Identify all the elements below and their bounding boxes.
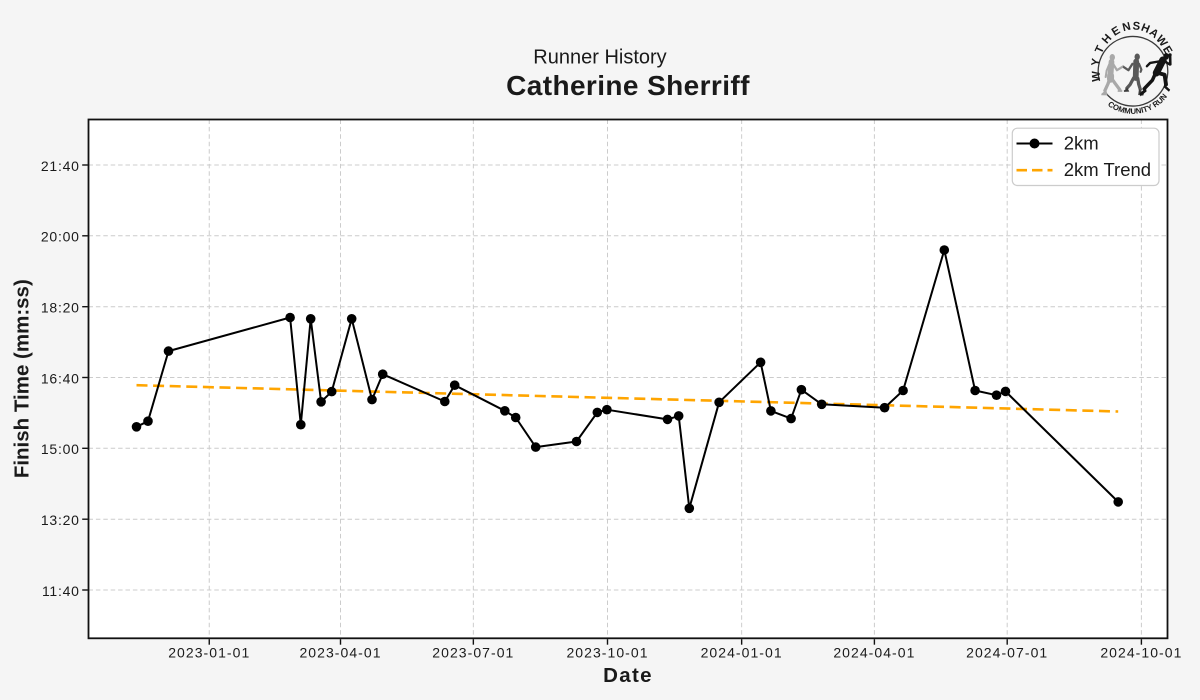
svg-text:Catherine Sherriff: Catherine Sherriff [506, 70, 750, 101]
svg-text:2023-04-01: 2023-04-01 [299, 645, 381, 661]
svg-text:W: W [1091, 71, 1103, 82]
svg-text:T: T [1093, 44, 1107, 55]
svg-text:2024-01-01: 2024-01-01 [701, 645, 783, 661]
svg-text:2023-10-01: 2023-10-01 [566, 645, 648, 661]
svg-text:2km: 2km [1064, 132, 1099, 153]
svg-text:Y: Y [1090, 57, 1103, 67]
svg-text:18:20: 18:20 [41, 300, 80, 316]
svg-text:2024-04-01: 2024-04-01 [833, 645, 915, 661]
svg-text:S: S [1132, 20, 1141, 33]
svg-text:2024-07-01: 2024-07-01 [966, 645, 1048, 661]
svg-text:16:40: 16:40 [41, 370, 80, 386]
svg-text:13:20: 13:20 [41, 512, 80, 528]
svg-text:2km Trend: 2km Trend [1064, 159, 1151, 180]
svg-text:Date: Date [603, 664, 653, 687]
svg-text:21:40: 21:40 [41, 158, 80, 174]
svg-text:N: N [1121, 21, 1132, 35]
svg-text:20:00: 20:00 [41, 229, 80, 245]
svg-text:11:40: 11:40 [42, 583, 80, 599]
svg-text:2024-10-01: 2024-10-01 [1100, 645, 1182, 661]
svg-text:Runner History: Runner History [533, 47, 666, 69]
svg-text:Finish Time (mm:ss): Finish Time (mm:ss) [11, 279, 34, 478]
svg-text:2023-01-01: 2023-01-01 [168, 645, 250, 661]
svg-text:2023-07-01: 2023-07-01 [432, 645, 514, 661]
svg-text:15:00: 15:00 [41, 441, 80, 457]
